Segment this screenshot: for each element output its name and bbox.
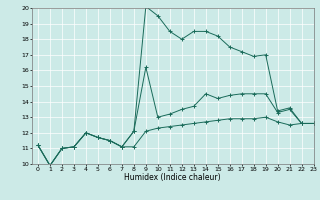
X-axis label: Humidex (Indice chaleur): Humidex (Indice chaleur) <box>124 173 221 182</box>
